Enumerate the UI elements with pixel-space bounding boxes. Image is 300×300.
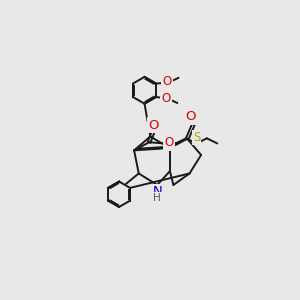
Text: O: O: [148, 119, 159, 132]
Text: O: O: [162, 92, 171, 105]
Text: O: O: [165, 136, 174, 149]
Text: O: O: [185, 110, 196, 123]
Text: N: N: [152, 185, 162, 198]
Text: O: O: [162, 76, 172, 88]
Text: H: H: [153, 193, 161, 203]
Text: S: S: [193, 131, 200, 144]
